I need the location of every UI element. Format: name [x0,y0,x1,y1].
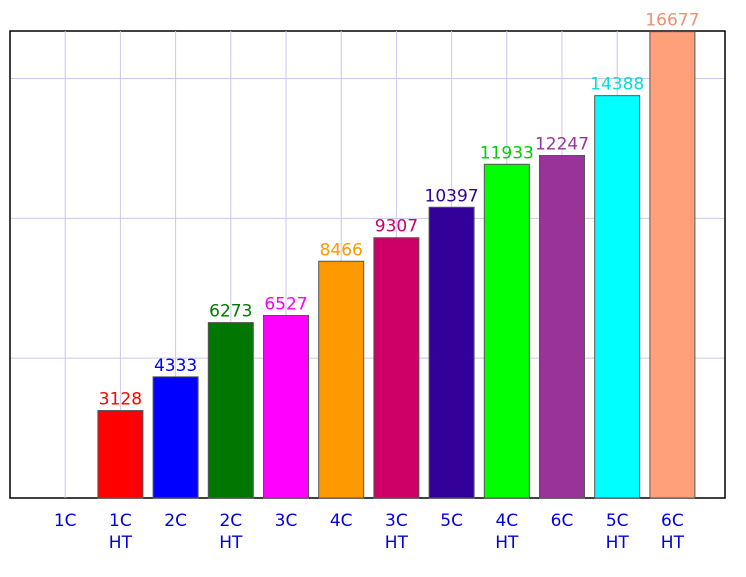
value-label: 6273 [209,302,252,322]
value-label: 16677 [645,11,699,31]
bar [373,237,420,499]
value-label: 10397 [425,186,479,206]
bar [594,95,641,499]
x-tick-label: 4C HT [495,511,519,553]
x-tick-label: 2C HT [219,511,243,553]
x-tick-label: 3C HT [384,511,408,553]
x-tick-label: 6C HT [660,511,684,553]
bar [483,163,530,499]
x-tick-label: 6C [550,511,574,531]
x-tick-label: 5C HT [605,511,629,553]
bar [649,31,696,499]
x-tick-label: 2C [164,511,187,531]
bar [152,376,199,499]
bar [539,155,585,499]
x-tick-label: 1C HT [108,511,132,553]
x-tick-label: 5C [440,511,463,531]
bar [263,314,309,499]
bar [428,206,475,499]
bar [318,260,365,499]
value-label: 9307 [375,217,418,237]
value-label: 12247 [535,135,589,155]
x-tick-label: 4C [329,511,353,531]
value-label: 8466 [320,240,363,260]
plot-frame [9,30,726,499]
x-tick-label: 3C [274,511,298,531]
value-label: 14388 [590,75,644,95]
value-label: 11933 [480,143,534,163]
bar [97,410,144,499]
value-label: 4333 [154,356,197,376]
value-label: 3128 [99,390,142,410]
x-tick-label: 1C [53,511,77,531]
value-label: 6527 [264,294,307,314]
bar [207,322,254,499]
